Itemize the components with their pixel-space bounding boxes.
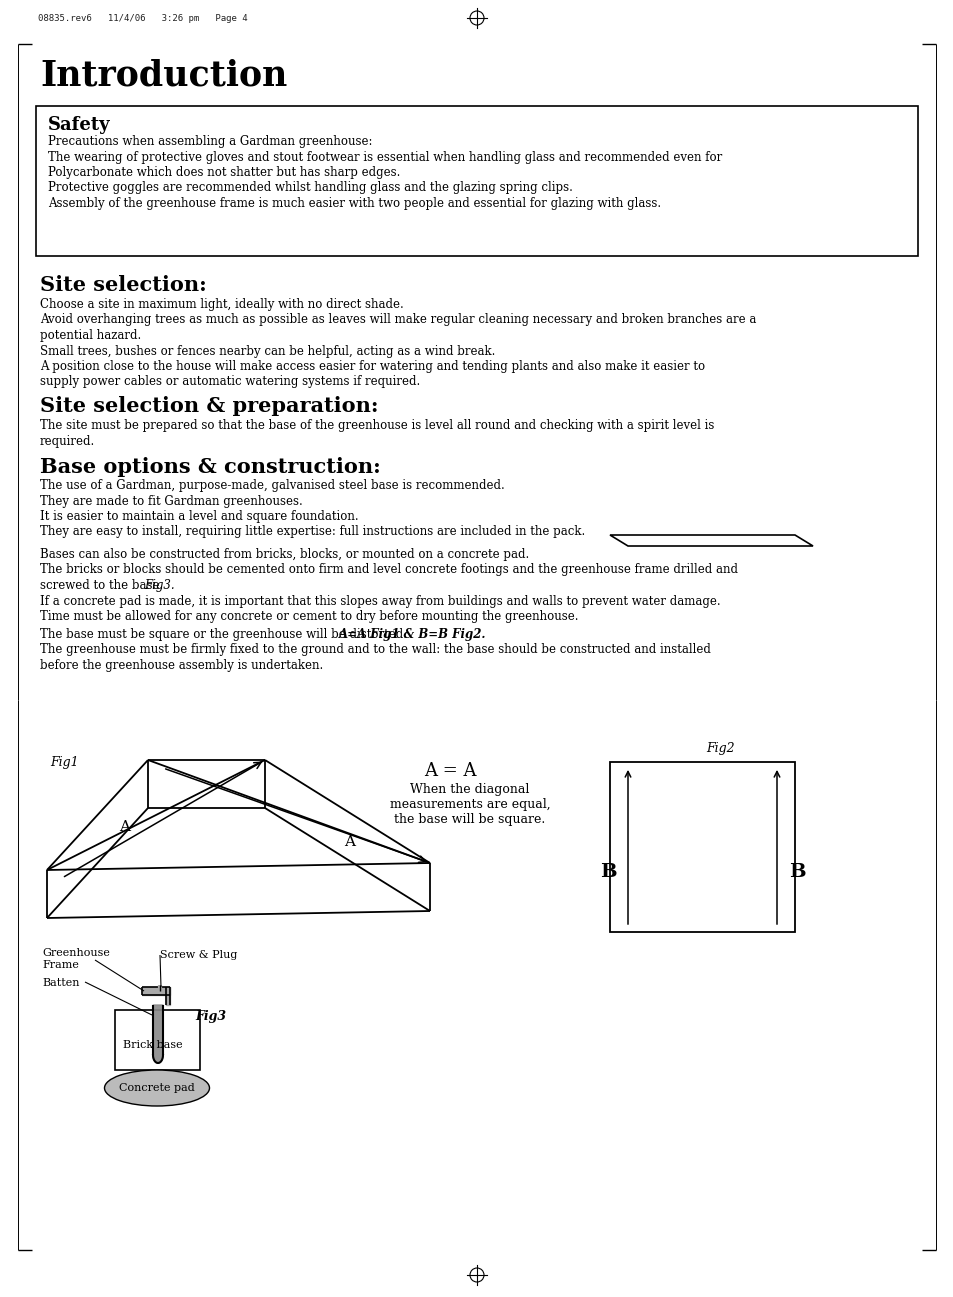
Text: before the greenhouse assembly is undertaken.: before the greenhouse assembly is undert… (40, 659, 323, 672)
Polygon shape (609, 534, 812, 546)
Text: screwed to the base.: screwed to the base. (40, 578, 167, 591)
Text: A: A (344, 835, 355, 850)
Text: Screw & Plug: Screw & Plug (160, 949, 237, 960)
Text: Fig1: Fig1 (50, 756, 78, 769)
Text: potential hazard.: potential hazard. (40, 329, 141, 342)
Text: required.: required. (40, 434, 95, 447)
Text: Small trees, bushes or fences nearby can be helpful, acting as a wind break.: Small trees, bushes or fences nearby can… (40, 345, 495, 358)
Text: Fig3: Fig3 (194, 1010, 226, 1023)
Text: B: B (599, 863, 616, 881)
Text: The site must be prepared so that the base of the greenhouse is level all round : The site must be prepared so that the ba… (40, 419, 714, 432)
Text: Fig3.: Fig3. (144, 578, 174, 591)
Text: A position close to the house will make access easier for watering and tending p: A position close to the house will make … (40, 361, 704, 374)
Text: Protective goggles are recommended whilst handling glass and the glazing spring : Protective goggles are recommended whils… (48, 182, 572, 195)
Text: The wearing of protective gloves and stout footwear is essential when handling g: The wearing of protective gloves and sto… (48, 150, 721, 163)
Polygon shape (166, 987, 170, 1005)
Text: Time must be allowed for any concrete or cement to dry before mounting the green: Time must be allowed for any concrete or… (40, 610, 578, 623)
Text: They are made to fit Gardman greenhouses.: They are made to fit Gardman greenhouses… (40, 494, 302, 507)
Text: Safety: Safety (48, 115, 111, 134)
Text: Site selection:: Site selection: (40, 275, 207, 294)
Polygon shape (142, 987, 170, 995)
Text: They are easy to install, requiring little expertise: full instructions are incl: They are easy to install, requiring litt… (40, 525, 584, 538)
Text: A = A: A = A (423, 763, 476, 779)
Text: It is easier to maintain a level and square foundation.: It is easier to maintain a level and squ… (40, 510, 358, 523)
Text: the base will be square.: the base will be square. (394, 813, 545, 826)
Text: Greenhouse: Greenhouse (42, 948, 110, 958)
Text: A: A (119, 820, 131, 834)
Text: Site selection & preparation:: Site selection & preparation: (40, 396, 378, 416)
Text: supply power cables or automatic watering systems if required.: supply power cables or automatic waterin… (40, 376, 420, 389)
Text: Precautions when assembling a Gardman greenhouse:: Precautions when assembling a Gardman gr… (48, 135, 372, 148)
Text: If a concrete pad is made, it is important that this slopes away from buildings : If a concrete pad is made, it is importa… (40, 594, 720, 607)
Text: Frame: Frame (42, 960, 79, 970)
Text: measurements are equal,: measurements are equal, (389, 798, 550, 811)
Text: Concrete pad: Concrete pad (119, 1083, 194, 1093)
Bar (609, 763, 794, 933)
Text: Assembly of the greenhouse frame is much easier with two people and essential fo: Assembly of the greenhouse frame is much… (48, 197, 660, 210)
Text: Introduction: Introduction (40, 58, 287, 92)
Text: The base must be square or the greenhouse will be distorted.: The base must be square or the greenhous… (40, 628, 411, 641)
Text: Base options & construction:: Base options & construction: (40, 457, 380, 477)
Bar (36, 106, 917, 256)
Bar (115, 1010, 200, 1070)
Ellipse shape (105, 1070, 210, 1106)
Text: The bricks or blocks should be cemented onto firm and level concrete footings an: The bricks or blocks should be cemented … (40, 563, 738, 576)
Text: Brick base: Brick base (123, 1040, 182, 1051)
Text: 08835.rev6   11/4/06   3:26 pm   Page 4: 08835.rev6 11/4/06 3:26 pm Page 4 (38, 14, 248, 23)
Text: Bases can also be constructed from bricks, blocks, or mounted on a concrete pad.: Bases can also be constructed from brick… (40, 549, 529, 562)
Text: The greenhouse must be firmly fixed to the ground and to the wall: the base shou: The greenhouse must be firmly fixed to t… (40, 643, 710, 656)
Text: Fig2: Fig2 (705, 742, 734, 755)
Text: Batten: Batten (42, 978, 79, 988)
Polygon shape (152, 1005, 163, 1064)
Text: Polycarbonate which does not shatter but has sharp edges.: Polycarbonate which does not shatter but… (48, 166, 400, 179)
Text: B: B (788, 863, 804, 881)
Text: Choose a site in maximum light, ideally with no direct shade.: Choose a site in maximum light, ideally … (40, 298, 403, 311)
Text: Avoid overhanging trees as much as possible as leaves will make regular cleaning: Avoid overhanging trees as much as possi… (40, 314, 756, 327)
Text: A=A Fig1 & B=B Fig2.: A=A Fig1 & B=B Fig2. (338, 628, 486, 641)
Text: The use of a Gardman, purpose-made, galvanised steel base is recommended.: The use of a Gardman, purpose-made, galv… (40, 479, 504, 492)
Text: When the diagonal: When the diagonal (410, 783, 529, 796)
